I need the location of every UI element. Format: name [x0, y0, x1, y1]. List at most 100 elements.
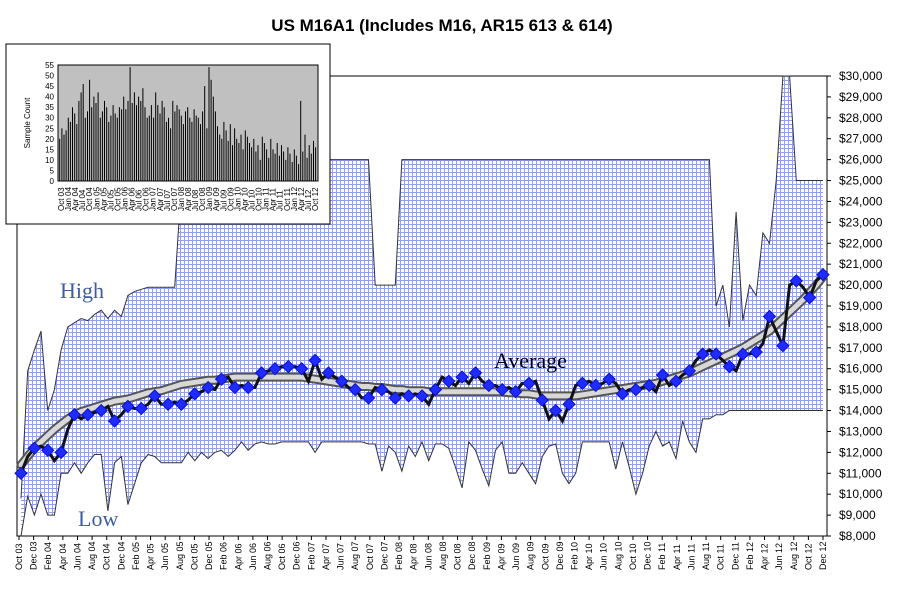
y-tick-label: $15,000	[839, 383, 883, 397]
x-tick-label: Dec 03	[29, 541, 39, 570]
y-tick-label: $16,000	[839, 362, 883, 376]
x-tick-label: Jun 06	[248, 543, 258, 570]
x-tick-label: Oct 11	[716, 544, 726, 570]
x-tick-label: Jun 11	[686, 544, 696, 570]
inset-y-tick-label: 5	[50, 166, 55, 175]
y-tick-label: $17,000	[839, 341, 883, 355]
inset-x-tick-label: Apr 06	[128, 187, 137, 211]
average-point	[54, 445, 68, 460]
x-tick-label: Apr 11	[672, 544, 682, 570]
x-tick-label: Oct 08	[453, 543, 463, 570]
average-point	[508, 385, 523, 399]
y-tick-label: $13,000	[839, 424, 883, 438]
inset-x-tick-label: Oct 08	[198, 187, 207, 211]
average-point	[388, 391, 402, 405]
x-tick-label: Aug 06	[263, 541, 273, 570]
inset-x-tick-label: Apr 04	[71, 187, 80, 211]
inset-x-tick-label: Oct 04	[85, 187, 94, 211]
x-tick-label: Apr 06	[233, 543, 243, 570]
inset-x-tick-label: Apr 10	[240, 187, 249, 211]
inset-x-tick-label: Jan 08	[177, 186, 186, 211]
x-tick-label: Dec 05	[204, 541, 214, 570]
high-series-line	[20, 75, 823, 499]
average-point	[495, 382, 509, 397]
x-tick-label: Oct 03	[14, 543, 24, 570]
x-tick-label: Jun 07	[336, 543, 346, 570]
average-point	[161, 397, 175, 411]
y-tick-label: $25,000	[839, 174, 883, 188]
x-tick-label: Apr 04	[58, 543, 68, 570]
inset-x-tick-label: Jul 09	[219, 189, 228, 211]
x-tick-label: Aug 10	[613, 541, 623, 570]
inset-y-tick-label: 30	[45, 114, 54, 123]
average-point	[442, 374, 456, 388]
x-tick-label: Aug 11	[701, 542, 711, 570]
inset-x-tick-label: Oct 11	[283, 187, 292, 211]
inset-x-tick-label: Oct 05	[113, 187, 122, 211]
x-tick-label: Apr 05	[146, 543, 156, 570]
x-tick-label: Dec 11	[730, 542, 740, 570]
average-point	[174, 397, 189, 411]
inset-y-tick-label: 45	[45, 82, 54, 91]
inset-x-tick-label: Jan 09	[205, 186, 214, 211]
average-point	[134, 401, 149, 416]
x-tick-label: Dec 09	[555, 541, 565, 570]
inset-y-tick-label: 15	[45, 145, 54, 154]
inset-x-tick-label: Jul 08	[191, 189, 200, 211]
inset-x-tick-label: Jan 04	[64, 186, 73, 211]
x-tick-label: Jun 09	[511, 543, 521, 570]
average-point	[749, 345, 763, 359]
average-point	[188, 387, 202, 401]
average-point	[94, 403, 108, 418]
average-point	[709, 347, 723, 361]
y-tick-label: $14,000	[839, 404, 883, 418]
y-tick-label: $19,000	[839, 299, 883, 313]
low-label: Low	[78, 506, 118, 531]
average-point	[121, 399, 135, 414]
x-tick-label: Jun 04	[72, 543, 82, 570]
average-point	[27, 441, 42, 455]
inset-x-tick-label: Apr 08	[184, 187, 193, 211]
x-tick-label: Jun 05	[160, 543, 170, 570]
inset-y-tick-label: 0	[50, 177, 55, 186]
y-tick-label: $12,000	[839, 445, 883, 459]
low-series-line	[20, 410, 823, 537]
x-tick-label: Feb 10	[569, 542, 579, 570]
x-tick-label: Apr 08	[409, 543, 419, 570]
inset-x-tick-label: Jul 04	[78, 189, 87, 211]
x-tick-label: Apr 10	[584, 543, 594, 570]
inset-x-tick-label: Oct 10	[255, 187, 264, 211]
average-point	[415, 389, 429, 403]
x-tick-label: Apr 07	[321, 543, 331, 570]
x-tick-label: Dec 07	[379, 541, 389, 570]
y-tick-label: $24,000	[839, 194, 883, 208]
inset-x-tick-label: Jul 11	[276, 190, 285, 211]
average-point	[375, 382, 389, 397]
average-point	[14, 466, 28, 480]
y-tick-label: $22,000	[839, 236, 883, 250]
x-tick-label: Aug 04	[87, 541, 97, 570]
x-tick-label: Aug 05	[175, 541, 185, 570]
x-tick-label: Aug 07	[350, 541, 360, 570]
average-point	[615, 387, 630, 401]
average-point	[294, 362, 309, 376]
inset-x-tick-label: Jan 07	[149, 186, 158, 211]
chart-title: US M16A1 (Includes M16, AR15 613 & 614)	[271, 16, 612, 35]
average-point	[428, 382, 443, 397]
inset-x-tick-label: Apr 12	[297, 187, 306, 211]
average-point	[682, 364, 697, 378]
y-tick-label: $21,000	[839, 257, 883, 271]
inset-x-tick-label: Oct 03	[57, 187, 66, 211]
y-tick-label: $11,000	[839, 466, 882, 480]
inset-x-tick-label: Jul 07	[163, 189, 172, 211]
average-point	[816, 267, 830, 282]
inset-x-tick-label: Apr 05	[99, 187, 108, 211]
average-point	[762, 309, 777, 324]
average-point	[361, 391, 376, 405]
x-tick-label: Feb 08	[394, 542, 404, 570]
y-tick-label: $29,000	[839, 90, 883, 104]
average-point	[81, 408, 95, 422]
x-tick-label: Aug 08	[438, 541, 448, 570]
y-tick-label: $9,000	[839, 508, 876, 522]
